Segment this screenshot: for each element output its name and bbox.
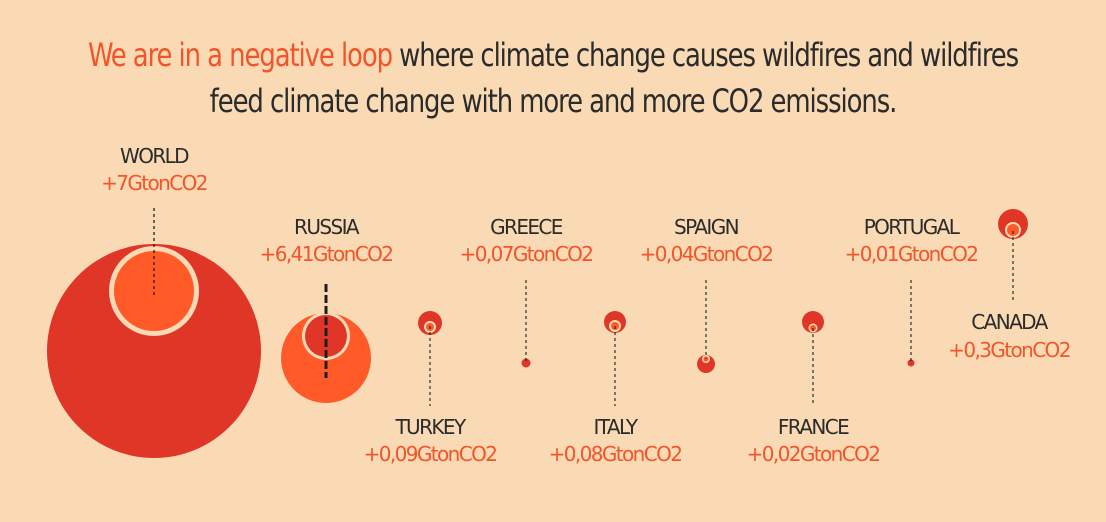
- country-value-portugal: +0,01GtonCO2: [845, 242, 978, 266]
- country-value-russia: +6,41GtonCO2: [260, 242, 393, 266]
- country-value-italy: +0,08GtonCO2: [549, 442, 682, 466]
- country-name-world: WORLD: [120, 144, 189, 168]
- country-name-spaign: SPAIGN: [674, 215, 738, 239]
- bubble-outer-france: [802, 311, 824, 333]
- bubble-outer-portugal: [907, 359, 915, 367]
- bubble-group-russia: RUSSIA +6,41GtonCO2: [260, 215, 394, 403]
- bubble-group-turkey: TURKEY +0,09GtonCO2: [364, 311, 498, 466]
- bubble-outer-world: [47, 244, 261, 458]
- country-name-canada: CANADA: [971, 310, 1048, 334]
- bubble-group-portugal: PORTUGAL +0,01GtonCO2: [845, 215, 979, 367]
- country-name-portugal: PORTUGAL: [864, 215, 961, 239]
- headline-highlight: We are in a negative loop: [87, 36, 393, 74]
- country-value-turkey: +0,09GtonCO2: [364, 442, 497, 466]
- bubble-group-italy: ITALY +0,08GtonCO2: [549, 311, 683, 466]
- bubble-group-canada: CANADA +0,3GtonCO2: [948, 209, 1071, 362]
- headline-line1-rest: where climate change causes wildfires an…: [391, 36, 1019, 74]
- country-value-canada: +0,3GtonCO2: [948, 338, 1070, 362]
- bubble-group-spaign: SPAIGN +0,04GtonCO2: [640, 215, 774, 373]
- bubble-outer-spaign: [697, 355, 715, 373]
- bubble-inner-canada: [1007, 224, 1019, 236]
- country-value-world: +7GtonCO2: [101, 171, 207, 195]
- country-name-italy: ITALY: [594, 415, 639, 439]
- headline-line2: feed climate change with more and more C…: [209, 82, 898, 120]
- country-name-france: FRANCE: [778, 415, 849, 439]
- bubble-inner-world: [114, 251, 194, 331]
- country-value-greece: +0,07GtonCO2: [460, 242, 593, 266]
- bubble-group-world: WORLD +7GtonCO2: [47, 144, 261, 458]
- country-value-spaign: +0,04GtonCO2: [640, 242, 773, 266]
- headline: We are in a negative loop where climate …: [55, 32, 1050, 124]
- country-name-greece: GREECE: [490, 215, 563, 239]
- bubble-outer-greece: [521, 358, 531, 368]
- country-name-turkey: TURKEY: [394, 415, 467, 439]
- bubble-group-france: FRANCE +0,02GtonCO2: [747, 311, 881, 466]
- country-value-france: +0,02GtonCO2: [747, 442, 880, 466]
- bubble-group-greece: GREECE +0,07GtonCO2: [460, 215, 594, 368]
- country-name-russia: RUSSIA: [294, 215, 360, 239]
